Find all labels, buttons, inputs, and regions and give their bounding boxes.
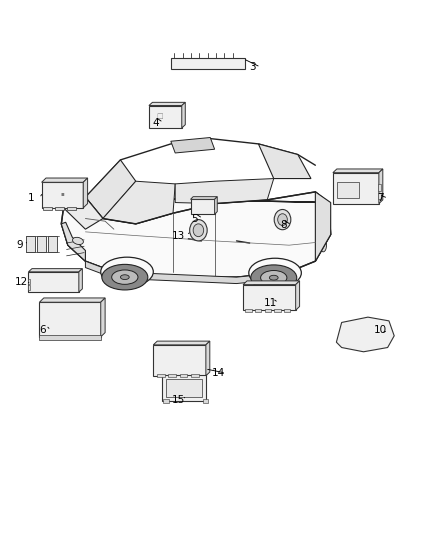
Polygon shape (215, 197, 217, 214)
Bar (191, 374, 199, 377)
Ellipse shape (274, 209, 291, 230)
Bar (28, 279, 30, 284)
Ellipse shape (193, 224, 204, 237)
Bar (245, 309, 252, 312)
Bar (48, 236, 57, 252)
Text: □: □ (156, 113, 163, 119)
Ellipse shape (112, 270, 138, 285)
Text: 15: 15 (172, 395, 185, 405)
Bar (157, 374, 165, 377)
Bar (166, 379, 202, 397)
Bar (43, 207, 52, 210)
Polygon shape (83, 178, 88, 208)
Bar (255, 309, 261, 312)
Text: 10: 10 (374, 326, 387, 335)
Ellipse shape (120, 275, 129, 279)
Text: 11: 11 (264, 298, 277, 308)
Bar (180, 374, 187, 377)
Polygon shape (206, 341, 210, 376)
Bar (162, 375, 206, 401)
Polygon shape (175, 179, 274, 204)
Ellipse shape (73, 237, 83, 245)
Polygon shape (379, 169, 383, 204)
Polygon shape (42, 178, 88, 182)
Text: 5: 5 (191, 214, 198, 223)
Bar (333, 173, 379, 204)
Bar (39, 335, 101, 340)
Ellipse shape (190, 220, 207, 241)
Ellipse shape (101, 257, 153, 287)
Text: 12: 12 (14, 278, 28, 287)
Text: 14: 14 (212, 368, 225, 378)
Polygon shape (182, 102, 185, 128)
Polygon shape (171, 138, 215, 153)
Bar (42, 182, 83, 208)
Polygon shape (85, 160, 136, 219)
Bar (55, 207, 64, 210)
Ellipse shape (278, 214, 287, 225)
Text: 3: 3 (249, 62, 256, 72)
Bar (37, 236, 46, 252)
Bar (168, 374, 176, 377)
Bar (378, 193, 381, 199)
Polygon shape (39, 298, 105, 302)
Polygon shape (79, 269, 82, 292)
Polygon shape (258, 144, 311, 179)
Polygon shape (296, 281, 300, 310)
Text: 6: 6 (39, 326, 46, 335)
Bar (274, 309, 281, 312)
Polygon shape (191, 197, 217, 199)
Text: 8: 8 (280, 220, 287, 230)
Polygon shape (333, 169, 383, 173)
Polygon shape (243, 281, 300, 285)
Bar (191, 199, 215, 214)
Ellipse shape (320, 239, 326, 252)
Bar (39, 302, 101, 337)
Ellipse shape (249, 258, 301, 288)
Polygon shape (85, 261, 289, 284)
Ellipse shape (261, 271, 287, 285)
Text: 13: 13 (172, 231, 185, 240)
Bar (171, 58, 245, 69)
Bar (378, 184, 381, 191)
Text: 9: 9 (17, 240, 24, 250)
Bar (203, 399, 208, 403)
Polygon shape (61, 192, 331, 277)
Bar (153, 345, 206, 376)
Bar (265, 309, 271, 312)
Text: 1: 1 (28, 193, 35, 203)
Ellipse shape (102, 264, 148, 290)
Polygon shape (103, 181, 175, 224)
Bar (337, 182, 359, 198)
Ellipse shape (251, 265, 297, 290)
Bar (163, 399, 169, 403)
Polygon shape (28, 269, 82, 272)
Bar (243, 285, 296, 310)
Polygon shape (149, 102, 185, 106)
Bar (28, 272, 79, 292)
Polygon shape (153, 341, 210, 345)
Polygon shape (315, 192, 331, 261)
Bar (28, 285, 30, 290)
Polygon shape (61, 222, 85, 261)
Bar (284, 309, 290, 312)
Text: ▪: ▪ (61, 191, 64, 196)
Bar (67, 207, 76, 210)
Text: 7: 7 (377, 193, 384, 203)
Text: 4: 4 (152, 118, 159, 127)
Bar (149, 106, 182, 128)
Bar (26, 236, 35, 252)
Polygon shape (336, 317, 394, 352)
Polygon shape (64, 197, 103, 229)
Ellipse shape (269, 276, 278, 280)
Polygon shape (101, 298, 105, 337)
